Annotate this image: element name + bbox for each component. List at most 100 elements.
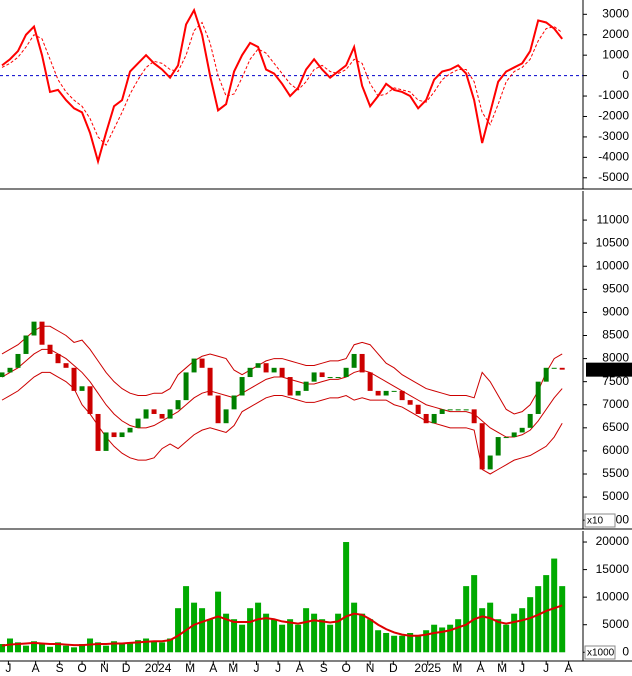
volume-bar (127, 642, 134, 653)
x-tick-label: D (389, 661, 398, 675)
x-tick-label: A (296, 661, 304, 675)
volume-bar (71, 647, 78, 653)
candle (439, 409, 445, 414)
volume-bar (143, 638, 150, 653)
bollinger-band (1, 371, 563, 475)
volume-bar (471, 575, 478, 653)
candle (183, 372, 189, 401)
unit-label: x1000 (587, 648, 615, 659)
candle (375, 390, 381, 396)
volume-bar (79, 644, 86, 653)
volume-bar (511, 613, 518, 653)
candle (167, 409, 173, 419)
candle (279, 367, 285, 378)
volume-bar (63, 645, 70, 653)
candle (495, 437, 501, 456)
x-tick-label: M (452, 661, 462, 675)
volume-bar (487, 602, 494, 653)
y-tick-label: 8500 (602, 328, 629, 342)
volume-bar (263, 613, 270, 653)
candle (527, 413, 533, 428)
candle (551, 367, 557, 369)
candle (127, 427, 133, 433)
candle (399, 390, 405, 401)
volume-bar (0, 644, 6, 653)
x-tick-label: J (5, 661, 11, 675)
y-tick-label: -1000 (598, 88, 629, 102)
volume-bar (287, 619, 294, 653)
volume-bar (351, 602, 358, 653)
candle (543, 367, 549, 382)
volume-bar (231, 619, 238, 653)
x-tick-label: M (185, 661, 195, 675)
y-tick-label: 10000 (596, 258, 630, 272)
candle (383, 390, 389, 396)
candle (239, 377, 245, 396)
candle (479, 423, 485, 470)
price-label-box (586, 362, 632, 377)
x-tick-label: N (100, 661, 109, 675)
candle (135, 418, 141, 428)
volume-bar (455, 619, 462, 653)
candle (391, 390, 397, 392)
candle (431, 413, 437, 424)
candle (175, 400, 181, 410)
volume-bar (151, 641, 158, 653)
candle (111, 432, 117, 438)
volume-bar (375, 630, 382, 653)
volume-bar (407, 632, 414, 653)
candle (415, 404, 421, 414)
candle (71, 367, 77, 391)
volume-bar (335, 613, 342, 653)
volume-bar (383, 632, 390, 653)
x-tick-label: A (209, 661, 217, 675)
volume-bar (159, 642, 166, 653)
x-tick-label: S (320, 661, 328, 675)
x-tick-label: J (543, 661, 549, 675)
volume-bar (247, 608, 254, 653)
y-tick-label: 11000 (597, 212, 630, 226)
candle (15, 353, 21, 368)
candle (223, 409, 229, 424)
volume-bar (367, 619, 374, 653)
volume-bar (183, 586, 190, 653)
candle (407, 400, 413, 405)
volume-bar (119, 644, 126, 653)
volume-bar (239, 624, 246, 653)
candle (231, 395, 237, 410)
volume-bar (559, 586, 566, 653)
y-tick-label: 9000 (602, 305, 629, 319)
volume-bar (551, 558, 558, 653)
unit-label: x10 (587, 516, 604, 527)
price-label: 77600.00 (588, 364, 632, 376)
volume-bar (423, 630, 430, 653)
volume-bar (31, 641, 38, 653)
volume-bar (447, 624, 454, 653)
candle (303, 381, 309, 391)
candle (23, 335, 29, 354)
candle (191, 358, 197, 373)
candle (207, 367, 213, 396)
volume-average (1, 604, 563, 647)
volume-bar (279, 624, 286, 653)
bollinger-band (1, 325, 563, 415)
x-tick-label: J (253, 661, 259, 675)
candle (79, 386, 85, 391)
volume-bar (535, 586, 542, 653)
candle (295, 390, 301, 396)
y-tick-label: 3000 (602, 6, 629, 20)
volume-bar (503, 624, 510, 653)
unit-box (584, 513, 616, 528)
volume-bar (359, 613, 366, 653)
candle (31, 321, 37, 336)
x-tick-label: J (519, 661, 525, 675)
x-tick-label: D (122, 661, 131, 675)
x-tick-label: S (56, 661, 64, 675)
y-tick-label: -2000 (598, 109, 629, 123)
volume-bar (463, 586, 470, 653)
volume-bar (47, 646, 54, 653)
candle (311, 372, 317, 382)
volume-bar (207, 619, 214, 653)
candle (327, 377, 333, 379)
